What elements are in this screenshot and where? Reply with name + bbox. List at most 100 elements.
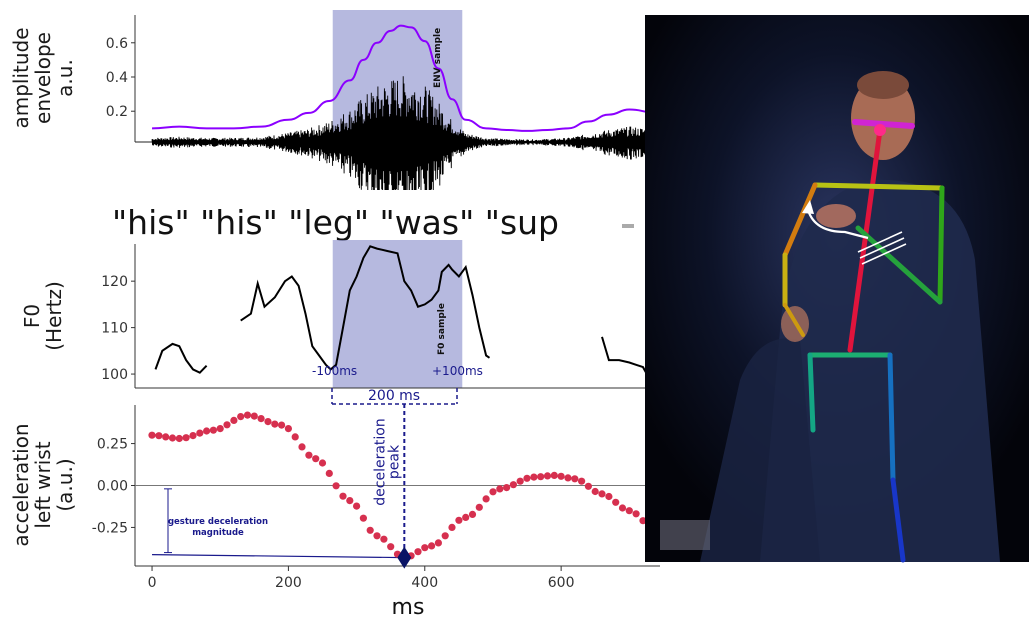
acceleration-point — [250, 412, 258, 420]
acceleration-point — [550, 471, 558, 479]
acceleration-point — [489, 488, 497, 496]
y-label-line: (Hertz) — [42, 281, 66, 351]
acceleration-point — [584, 482, 593, 490]
f0-segment — [240, 245, 491, 371]
envelope-y-ticks: 0.6 0.4 0.2 — [106, 36, 135, 120]
acceleration-point — [591, 487, 599, 496]
f0-contour — [154, 245, 655, 387]
acceleration-point — [537, 473, 545, 481]
x-tick-label: 200 — [275, 575, 302, 591]
env-sample-label: ENV sample — [433, 28, 443, 88]
y-tick-label: 110 — [101, 321, 128, 337]
accel-y-ticks: 0.25 0.00 -0.25 — [92, 437, 135, 536]
magnitude-label-line: magnitude — [192, 528, 244, 538]
acceleration-point — [278, 421, 286, 429]
f0-sample-label: F0 sample — [437, 303, 447, 355]
acceleration-point — [462, 513, 470, 522]
deceleration-peak-marker — [397, 546, 412, 569]
x-axis-label: ms — [392, 595, 425, 619]
x-tick-label: 600 — [548, 575, 575, 591]
acceleration-point — [325, 469, 333, 477]
acceleration-point — [612, 498, 620, 506]
acceleration-point — [516, 477, 524, 485]
acceleration-point — [496, 485, 504, 493]
acceleration-point — [373, 532, 381, 540]
y-label-line: a.u. — [53, 59, 77, 97]
video-frame — [645, 15, 1029, 563]
acceleration-point — [203, 427, 211, 435]
magnitude-label-line: gesture deceleration — [168, 517, 268, 527]
acceleration-point — [366, 526, 374, 534]
acceleration-point — [421, 544, 429, 552]
motion-arrow — [806, 209, 869, 240]
acceleration-point — [196, 429, 204, 437]
acceleration-point — [618, 504, 627, 512]
f0-y-ticks: 120 110 100 — [101, 274, 135, 383]
acceleration-point — [223, 421, 231, 429]
y-tick-label: 0.2 — [106, 104, 128, 120]
sound-waveform — [151, 76, 658, 190]
window-bracket: 200 ms — [331, 388, 458, 405]
y-label-line: F0 — [20, 304, 44, 328]
acceleration-point — [339, 492, 347, 500]
acceleration-point — [387, 543, 395, 551]
acceleration-point — [346, 497, 354, 505]
acceleration-point — [414, 548, 422, 556]
acceleration-point — [318, 459, 327, 467]
acceleration-point — [257, 415, 265, 423]
head — [851, 76, 915, 160]
y-label-line: acceleration — [9, 423, 33, 546]
y-tick-label: 100 — [101, 367, 128, 383]
acceleration-point — [291, 433, 299, 441]
acceleration-points — [148, 411, 661, 562]
window-span-label: 200 ms — [368, 388, 420, 404]
x-tick-label: 400 — [411, 575, 438, 591]
acceleration-point — [557, 472, 565, 480]
acceleration-point — [468, 510, 477, 518]
hand — [816, 204, 856, 228]
pose-skeleton — [782, 119, 945, 563]
acceleration-point — [632, 510, 640, 518]
y-label-line: envelope — [31, 32, 55, 124]
peak-label-line: deceleration — [372, 418, 388, 505]
acceleration-point — [503, 484, 511, 492]
y-tick-label: 0.6 — [106, 36, 128, 52]
acceleration-point — [482, 495, 490, 503]
acceleration-point — [175, 434, 183, 443]
acceleration-point — [639, 517, 647, 525]
f0-y-label: F0(Hertz) — [20, 281, 66, 351]
peak-baseline — [152, 554, 405, 559]
acceleration-point — [312, 455, 320, 463]
acceleration-point — [182, 434, 190, 442]
envelope-line — [152, 24, 657, 132]
y-label-line: left wrist — [31, 441, 55, 528]
acceleration-point — [264, 418, 272, 426]
accel-x-ticks: 0 200 400 600 — [148, 566, 575, 591]
acceleration-point — [434, 539, 442, 547]
acceleration-point — [271, 420, 279, 428]
acceleration-point — [353, 502, 361, 510]
panel-f0: F0(Hertz) 120 110 100 F0 sample -100ms +10… — [20, 240, 660, 389]
acceleration-point — [509, 481, 517, 489]
acceleration-point — [209, 426, 217, 434]
y-label-line: (a.u.) — [53, 458, 77, 511]
plus-100ms-label: +100ms — [432, 364, 483, 378]
acceleration-point — [380, 535, 388, 543]
x-tick-label: 0 — [148, 575, 157, 591]
acceleration-point — [162, 433, 170, 441]
acceleration-point — [230, 416, 238, 424]
acceleration-point — [448, 523, 456, 532]
acceleration-point — [530, 473, 538, 481]
acceleration-point — [148, 431, 156, 439]
f0-segment — [601, 336, 655, 387]
acceleration-point — [305, 451, 313, 459]
peak-label-line: peak — [386, 444, 402, 479]
acceleration-point — [359, 514, 367, 522]
minus-100ms-label: -100ms — [312, 364, 357, 378]
